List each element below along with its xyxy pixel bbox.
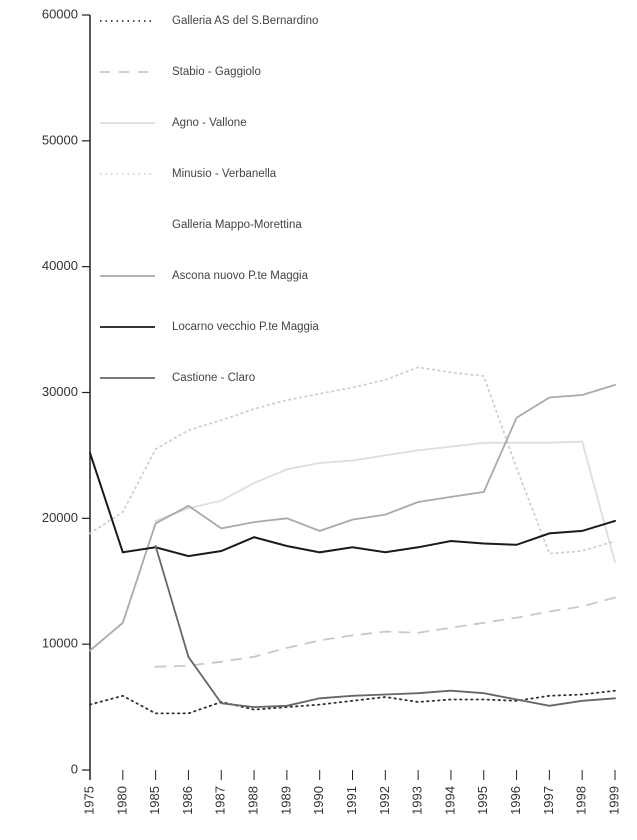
x-tick-label: 1980 bbox=[114, 786, 129, 815]
series-line bbox=[154, 596, 616, 668]
y-tick-label: 0 bbox=[71, 761, 78, 776]
legend-label: Castione - Claro bbox=[172, 372, 255, 384]
series-line bbox=[154, 440, 616, 564]
y-tick-label: 50000 bbox=[42, 132, 78, 147]
legend-label: Agno - Vallone bbox=[172, 117, 247, 129]
y-tick-label: 40000 bbox=[42, 258, 78, 273]
x-tick-label: 1985 bbox=[147, 786, 162, 815]
x-tick-label: 1997 bbox=[541, 786, 556, 815]
legend-label: Ascona nuovo P.te Maggia bbox=[172, 270, 309, 282]
x-tick-label: 1994 bbox=[442, 786, 457, 815]
x-tick-label: 1995 bbox=[475, 786, 490, 815]
x-tick-label: 1975 bbox=[81, 786, 96, 815]
series-line bbox=[89, 689, 616, 715]
y-tick-label: 30000 bbox=[42, 384, 78, 399]
y-tick-label: 60000 bbox=[42, 6, 78, 21]
legend-label: Locarno vecchio P.te Maggia bbox=[172, 321, 319, 333]
x-tick-label: 1988 bbox=[246, 786, 261, 815]
legend-label: Galleria AS del S.Bernardino bbox=[172, 15, 318, 27]
x-tick-label: 1998 bbox=[574, 786, 589, 815]
x-tick-label: 1996 bbox=[508, 786, 523, 815]
y-tick-label: 20000 bbox=[42, 510, 78, 525]
x-tick-label: 1990 bbox=[311, 786, 326, 815]
series-line bbox=[154, 545, 616, 709]
series-line bbox=[89, 451, 616, 558]
legend-label: Stabio - Gaggiolo bbox=[172, 66, 261, 78]
x-tick-label: 1991 bbox=[344, 786, 359, 815]
series-line bbox=[89, 384, 616, 652]
x-tick-label: 1987 bbox=[213, 786, 228, 815]
x-tick-label: 1993 bbox=[410, 786, 425, 815]
x-tick-label: 1986 bbox=[180, 786, 195, 815]
legend-label: Minusio - Verbanella bbox=[172, 168, 277, 180]
x-tick-label: 1999 bbox=[606, 786, 621, 815]
x-tick-label: 1992 bbox=[377, 786, 392, 815]
legend-label: Galleria Mappo-Morettina bbox=[172, 219, 302, 231]
x-tick-label: 1989 bbox=[278, 786, 293, 815]
y-tick-label: 10000 bbox=[42, 636, 78, 651]
